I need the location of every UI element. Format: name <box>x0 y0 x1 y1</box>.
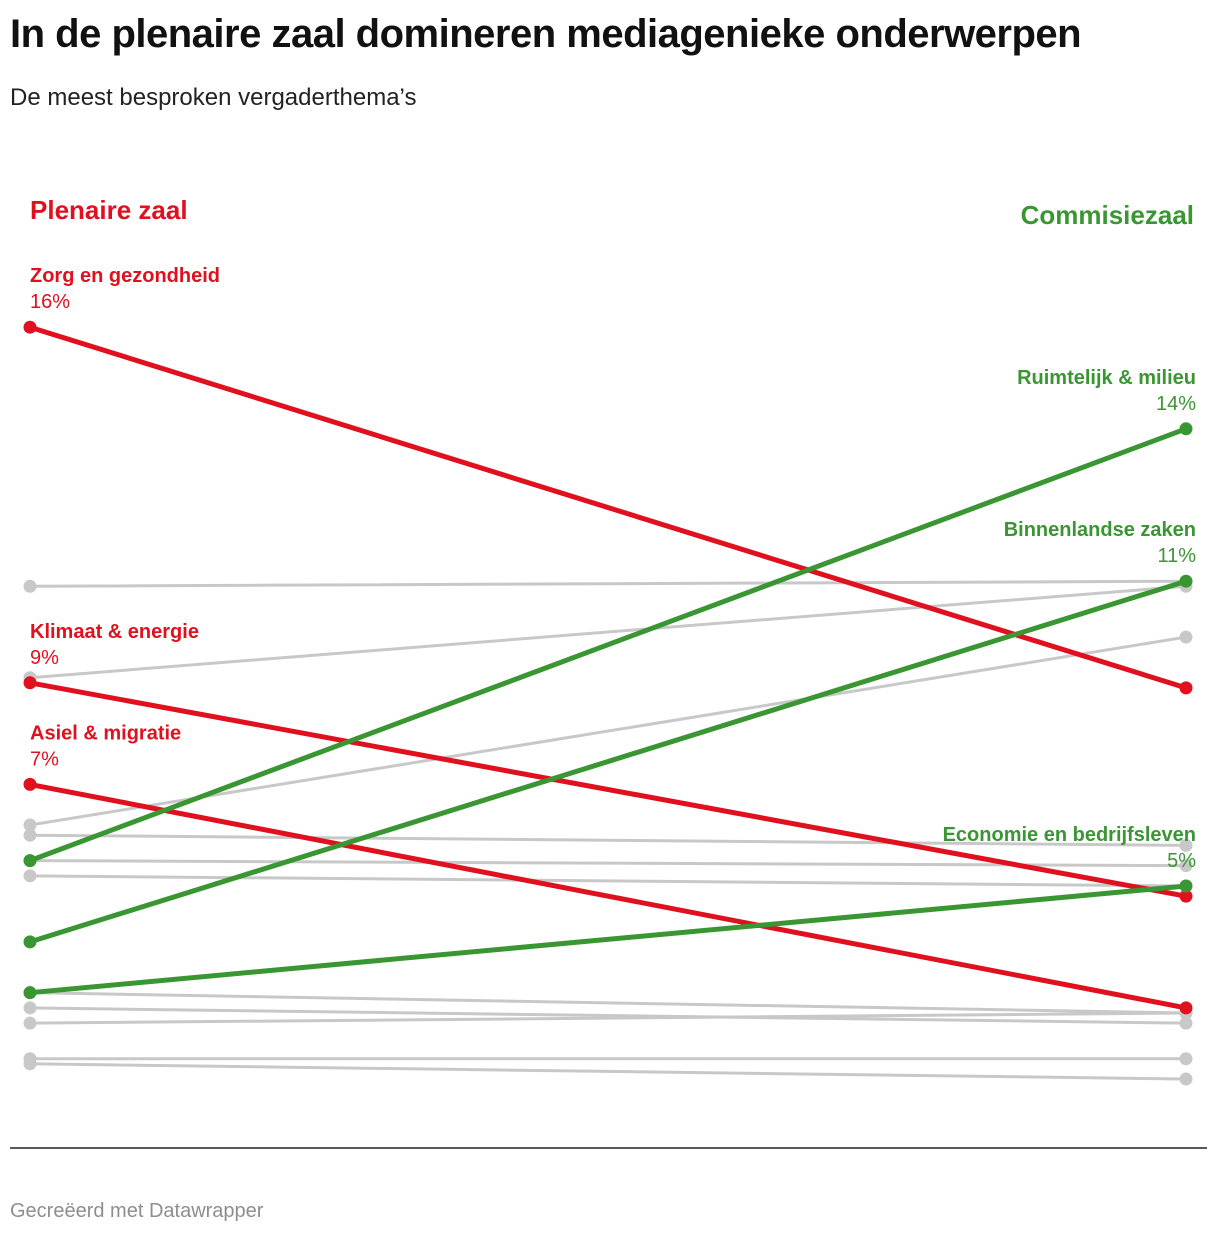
economie-en-bedrijfsleven-line <box>27 883 1189 996</box>
highlight-lines-layer <box>23 320 1193 1015</box>
other-topic-14-dot-commissie <box>1179 1016 1193 1030</box>
zorg-en-gezondheid-line <box>27 324 1189 691</box>
other-topic-9-line <box>28 635 1188 827</box>
other-topic-17-line <box>28 1062 1188 1081</box>
zorg-en-gezondheid-label: Zorg en gezondheid <box>30 265 220 287</box>
economie-en-bedrijfsleven-label: Economie en bedrijfsleven <box>943 824 1196 846</box>
klimaat-en-energie-dot-commissie <box>1179 889 1193 903</box>
zorg-en-gezondheid-value-label: 16% <box>30 291 70 313</box>
column-header-plenaire: Plenaire zaal <box>30 195 188 225</box>
other-topic-14-line <box>28 1006 1188 1025</box>
asiel-en-migratie-dot-commissie <box>1179 1001 1193 1015</box>
chart-title: In de plenaire zaal domineren mediagenie… <box>10 12 1082 56</box>
other-topic-15-dot-plenaire <box>23 1016 37 1030</box>
asiel-en-migratie-value-label: 7% <box>30 748 59 770</box>
other-topic-11-dot-commissie <box>1179 859 1193 873</box>
ruimtelijk-en-milieu-dot-plenaire <box>23 854 37 868</box>
other-topic-17-dot-commissie <box>1179 1072 1193 1086</box>
other-topic-16-dot-commissie <box>1179 1052 1193 1066</box>
ruimtelijk-en-milieu-value-label: 14% <box>1156 393 1196 415</box>
other-topic-12-dot-plenaire <box>23 869 37 883</box>
ruimtelijk-en-milieu-line <box>27 426 1189 864</box>
other-topic-9-dot-commissie <box>1179 630 1193 644</box>
binnenlandse-zaken-line <box>27 578 1189 945</box>
binnenlandse-zaken-dot-plenaire <box>23 935 37 949</box>
binnenlandse-zaken-value-label: 11% <box>1157 545 1196 567</box>
economie-en-bedrijfsleven-dot-plenaire <box>23 986 37 1000</box>
other-topic-13-line <box>28 991 1188 1015</box>
other-topic-8-line <box>28 584 1188 680</box>
economie-en-bedrijfsleven-dot-commissie <box>1179 879 1193 893</box>
other-topic-12-line <box>28 874 1188 888</box>
binnenlandse-zaken-dot-commissie <box>1179 574 1193 588</box>
other-topic-10-dot-commissie <box>1179 838 1193 852</box>
zorg-en-gezondheid-dot-commissie <box>1179 681 1193 695</box>
other-topic-10-dot-plenaire <box>23 828 37 842</box>
other-topic-17-dot-plenaire <box>23 1057 37 1071</box>
klimaat-en-energie-line <box>27 680 1189 899</box>
other-topic-15-line <box>28 1011 1188 1025</box>
klimaat-en-energie-value-label: 9% <box>30 647 59 669</box>
economie-en-bedrijfsleven-value-label: 5% <box>1167 850 1196 872</box>
zorg-en-gezondheid-dot-plenaire <box>23 320 37 334</box>
other-topic-10-line <box>28 833 1188 847</box>
binnenlandse-zaken-label: Binnenlandse zaken <box>1004 519 1196 541</box>
credit-footer: Gecreëerd met Datawrapper <box>10 1200 264 1222</box>
column-header-commissie: Commisiezaal <box>1021 200 1194 230</box>
other-topic-11-line <box>28 859 1188 868</box>
asiel-en-migratie-line <box>27 781 1189 1011</box>
other-topic-7-dot-plenaire <box>23 579 37 593</box>
ruimtelijk-en-milieu-dot-commissie <box>1179 422 1193 436</box>
labels-layer: Zorg en gezondheid 16% Klimaat & energie 9%… <box>30 265 1196 872</box>
chart-subtitle: De meest besproken vergaderthema’s <box>10 84 417 111</box>
other-topic-9-dot-plenaire <box>23 818 37 832</box>
ruimtelijk-en-milieu-label: Ruimtelijk & milieu <box>1017 367 1196 389</box>
other-topic-7-line <box>28 579 1188 588</box>
klimaat-en-energie-label: Klimaat & energie <box>30 621 199 643</box>
other-topic-14-dot-plenaire <box>23 1001 37 1015</box>
asiel-en-migratie-label: Asiel & migratie <box>30 722 181 744</box>
klimaat-en-energie-dot-plenaire <box>23 676 37 690</box>
asiel-en-migratie-dot-plenaire <box>23 777 37 791</box>
